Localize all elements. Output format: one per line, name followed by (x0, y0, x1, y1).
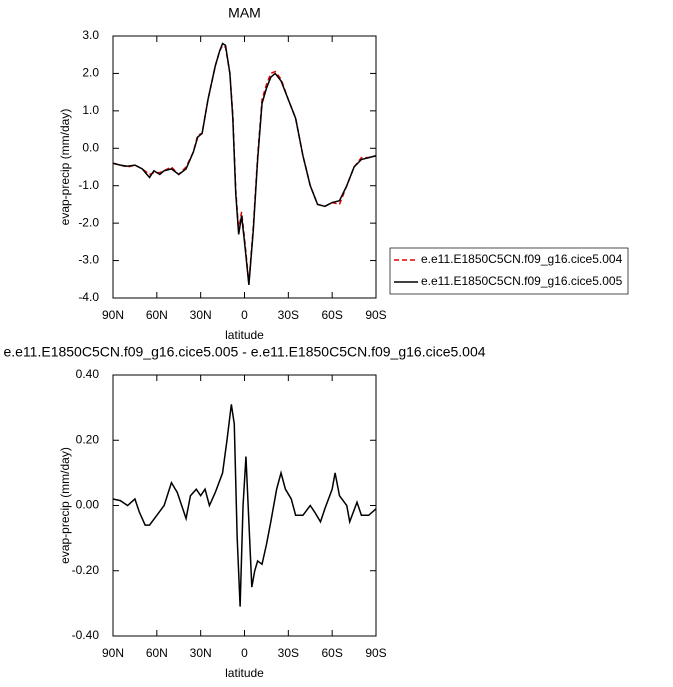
x-tick-label: 30S (278, 308, 299, 322)
y-tick-label: -0.20 (72, 563, 100, 577)
x-axis-label: latitude (225, 328, 264, 342)
legend-label: e.e11.E1850C5CN.f09_g16.cice5.005 (421, 274, 623, 288)
x-tick-label: 30N (190, 646, 212, 660)
y-tick-label: -1.0 (78, 178, 99, 192)
y-axis-label: evap-precip (mm/day) (58, 109, 72, 226)
y-tick-label: 0.0 (82, 140, 99, 154)
legend-box (389, 247, 629, 295)
y-tick-label: 0.40 (76, 367, 100, 381)
plot-frame (112, 374, 377, 637)
x-tick-label: 60S (321, 646, 342, 660)
y-tick-label: 2.0 (82, 66, 99, 80)
plot-frame (112, 35, 377, 299)
x-tick-label: 0 (241, 308, 248, 322)
y-tick-label: 1.0 (82, 103, 99, 117)
y-axis-label: evap-precip (mm/day) (58, 447, 72, 564)
x-tick-label: 90S (365, 308, 386, 322)
data-line (112, 42, 377, 285)
x-tick-label: 60S (321, 308, 342, 322)
y-tick-label: -2.0 (78, 215, 99, 229)
x-tick-label: 90N (102, 646, 124, 660)
y-tick-label: 3.0 (82, 28, 99, 42)
x-tick-label: 60N (146, 646, 168, 660)
x-tick-label: 60N (146, 308, 168, 322)
y-tick-label: -3.0 (78, 253, 99, 267)
data-line (112, 404, 377, 607)
chart-title: e.e11.E1850C5CN.f09_g16.cice5.005 - e.e1… (3, 344, 485, 360)
x-tick-label: 0 (241, 646, 248, 660)
x-tick-label: 90N (102, 308, 124, 322)
y-tick-label: -0.40 (72, 628, 100, 642)
x-tick-label: 30S (278, 646, 299, 660)
legend-label: e.e11.E1850C5CN.f09_g16.cice5.004 (421, 252, 623, 266)
y-tick-label: -4.0 (78, 290, 99, 304)
x-tick-label: 90S (365, 646, 386, 660)
x-axis-label: latitude (225, 666, 264, 680)
x-tick-label: 30N (190, 308, 212, 322)
y-tick-label: 0.00 (76, 498, 100, 512)
y-tick-label: 0.20 (76, 432, 100, 446)
chart-title: MAM (228, 5, 261, 21)
